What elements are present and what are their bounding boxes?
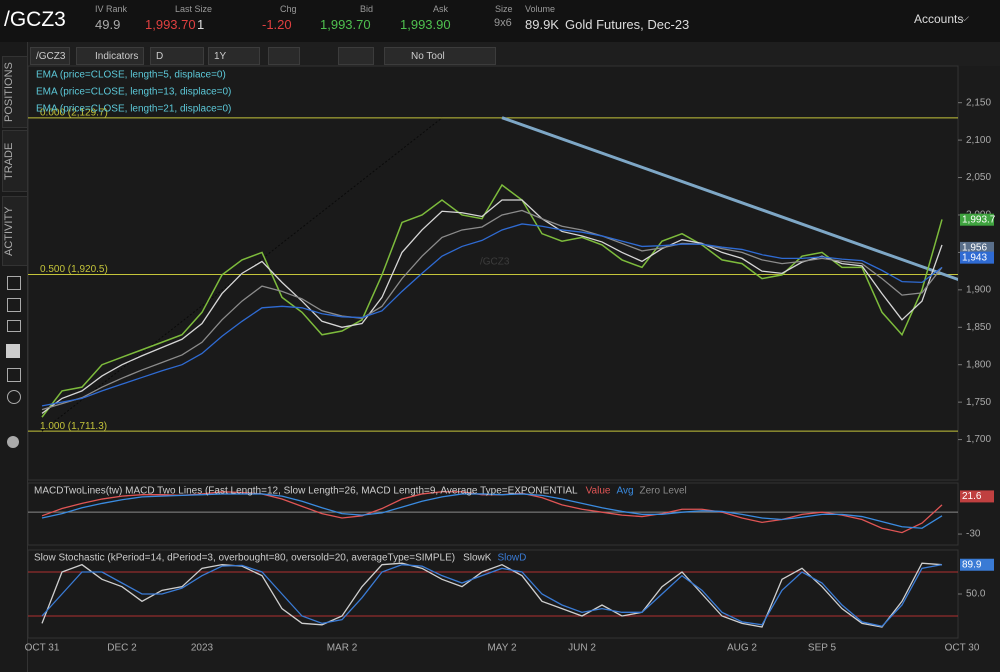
legend-entry: EMA (price=CLOSE, length=13, displace=0) [36,87,231,98]
legend-entry: EMA (price=CLOSE, length=5, displace=0) [36,70,226,81]
pane-title: Slow Stochastic (kPeriod=14, dPeriod=3, … [34,553,455,564]
y-tick-label: 2,150 [966,97,991,108]
y-tick-label: 1,750 [966,397,991,408]
x-tick-label: 2023 [191,643,214,654]
x-tick-label: DEC 2 [107,643,137,654]
x-tick-label: OCT 31 [25,643,60,654]
x-tick-label: SEP 5 [808,643,837,654]
x-tick-label: OCT 30 [945,643,980,654]
y-tick-label: -30 [966,529,981,540]
x-tick-label: JUN 2 [568,643,596,654]
y-tick-label: 2,100 [966,135,991,146]
price-tag-label: 1,993.7 [962,214,996,225]
x-tick-label: MAR 2 [327,643,358,654]
y-tick-label: 1,700 [966,434,991,445]
pane-title: MACDTwoLines(tw) MACD Two Lines (Fast Le… [34,486,578,497]
y-tick-label: 2,050 [966,172,991,183]
reference-label: 0.500 (1,920.5) [40,264,108,275]
price-tag-label: 21.6 [962,491,982,502]
legend-entry: Avg [616,486,633,497]
legend-entry: EMA (price=CLOSE, length=21, displace=0) [36,104,231,115]
legend-entry: SlowK [463,553,492,564]
legend-entry: Value [586,486,611,497]
pane-background [28,66,958,480]
x-tick-label: AUG 2 [727,643,757,654]
y-tick-label: 1,900 [966,284,991,295]
reference-label: 1.000 (1,711.3) [40,421,107,432]
x-tick-label: MAY 2 [487,643,517,654]
y-tick-label: 50.0 [966,589,986,600]
y-tick-label: 1,800 [966,359,991,370]
watermark: /GCZ3 [480,257,510,268]
price-tag-label: 1,943 [962,252,987,263]
legend-entry: Zero Level [640,486,687,497]
legend-entry: SlowD [497,553,526,564]
y-tick-label: 1,850 [966,322,991,333]
price-tag-label: 89.9 [962,559,982,570]
